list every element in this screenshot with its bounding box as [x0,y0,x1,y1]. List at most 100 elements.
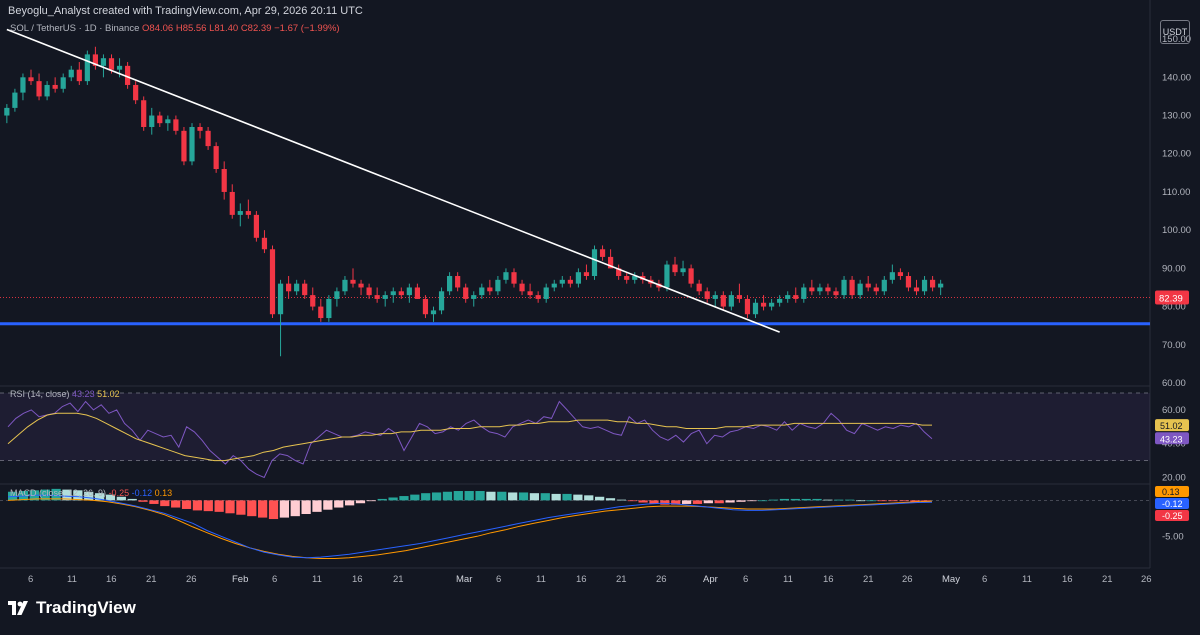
candle-body [302,283,308,296]
candle-body [841,279,847,296]
time-tick-label: May [942,574,960,585]
rsi-band-fill [0,393,1150,461]
macd-histogram-bar [410,494,420,501]
candle-body [334,291,340,299]
macd-histogram-bar [116,496,126,501]
macd-histogram-bar [877,500,887,502]
symbol-ohlc-line: SOL / TetherUS · 1D · Binance O84.06 H85… [10,23,340,34]
macd-histogram-bar [584,495,594,501]
candle-body [390,291,396,296]
candle-body [825,287,831,292]
candle-body [527,291,533,296]
macd-histogram-bar [355,500,366,504]
signal-value: -0.12 [131,488,153,498]
macd-histogram-bar [258,500,268,518]
time-tick-label: 26 [1141,574,1152,585]
macd-histogram-bar [377,498,387,501]
macd-histogram-bar [268,500,279,520]
candle-body [20,77,26,93]
macd-tick-label: -5.00 [1162,531,1184,542]
rsi-line [7,400,933,479]
candle-body [4,107,10,116]
macd-histogram-bar [171,500,181,508]
macd-histogram-bar [812,498,822,501]
candle-body [277,283,284,315]
candle-body [720,295,726,307]
candle-body [696,283,702,292]
candle-body [414,287,420,299]
histogram-badge [1155,486,1189,497]
rsi-ma-badge-label: 51.02 [1160,421,1183,431]
macd-histogram-bar [442,491,453,501]
candle-body [447,276,453,292]
time-tick-label: Mar [456,574,472,585]
tradingview-logo[interactable]: TradingView [8,597,136,619]
candle-body [398,291,404,296]
time-tick-label: 6 [272,574,277,585]
macd-histogram-bar [866,500,877,502]
quote-currency-button[interactable]: USDT [1160,20,1190,44]
macd-histogram-bar [62,489,72,501]
candle-body [511,272,517,284]
macd-histogram-bar [562,493,572,501]
time-tick-label: 26 [656,574,667,585]
macd-histogram-bar [8,491,18,501]
candle-body [873,287,879,292]
candle-body [559,279,565,284]
macd-histogram-bar [475,491,485,501]
candle-body [430,310,437,315]
price-tick-label: 110.00 [1162,187,1190,198]
candle-body [237,211,243,215]
candle-body [60,77,66,89]
macd-histogram-bar [247,500,257,517]
candle-body [575,272,581,284]
candle-body [68,69,74,78]
histogram-badge-label: 0.13 [1162,487,1180,497]
candle-body [479,287,485,296]
macd-histogram-bar [366,500,376,502]
candle-body [809,287,815,292]
candle-body [286,283,292,292]
macd-histogram-bar [747,500,757,502]
signal-badge [1155,498,1189,509]
candle-body [213,146,219,170]
macd-histogram-bar [899,500,909,502]
candle-body [760,302,767,307]
candle-body [543,287,549,299]
macd-line [7,494,933,559]
time-tick-label: Apr [703,574,718,585]
time-tick-label: 16 [823,574,834,585]
macd-histogram-bar [855,500,866,502]
candle-body [141,100,147,127]
macd-histogram-bar [497,491,507,501]
candle-body [785,295,791,299]
candle-body [849,279,855,296]
time-tick-label: 21 [1102,574,1113,585]
time-tick-label: 26 [186,574,197,585]
price-tick-label: 150.00 [1162,34,1191,45]
time-tick-label: 21 [393,574,404,585]
candle-body [173,119,179,131]
candle-body [591,249,598,277]
candle-body [817,287,823,292]
candle-body [616,268,622,277]
last-price-badge [1155,290,1189,305]
candle-body [728,295,734,307]
time-tick-label: 11 [67,574,77,585]
macd-histogram-bar [127,498,137,501]
macd-histogram-bar [486,491,496,501]
close-value: C82.39 [240,23,272,34]
macd-histogram-bar [388,497,398,501]
macd-histogram-bar [84,491,94,501]
macd-legend: MACD (close, 12, 26, 9) -0.25 -0.12 0.13 [10,488,172,498]
candle-body [769,302,775,307]
time-tick-label: 21 [146,574,157,585]
candle-body [857,283,863,296]
candle-body [342,279,348,292]
downtrend-line [6,28,780,333]
candle-body [801,287,807,299]
rsi-tick-label: 20.00 [1162,473,1186,484]
high-value: H85.56 [175,23,207,34]
macd-histogram-bar [236,500,246,515]
